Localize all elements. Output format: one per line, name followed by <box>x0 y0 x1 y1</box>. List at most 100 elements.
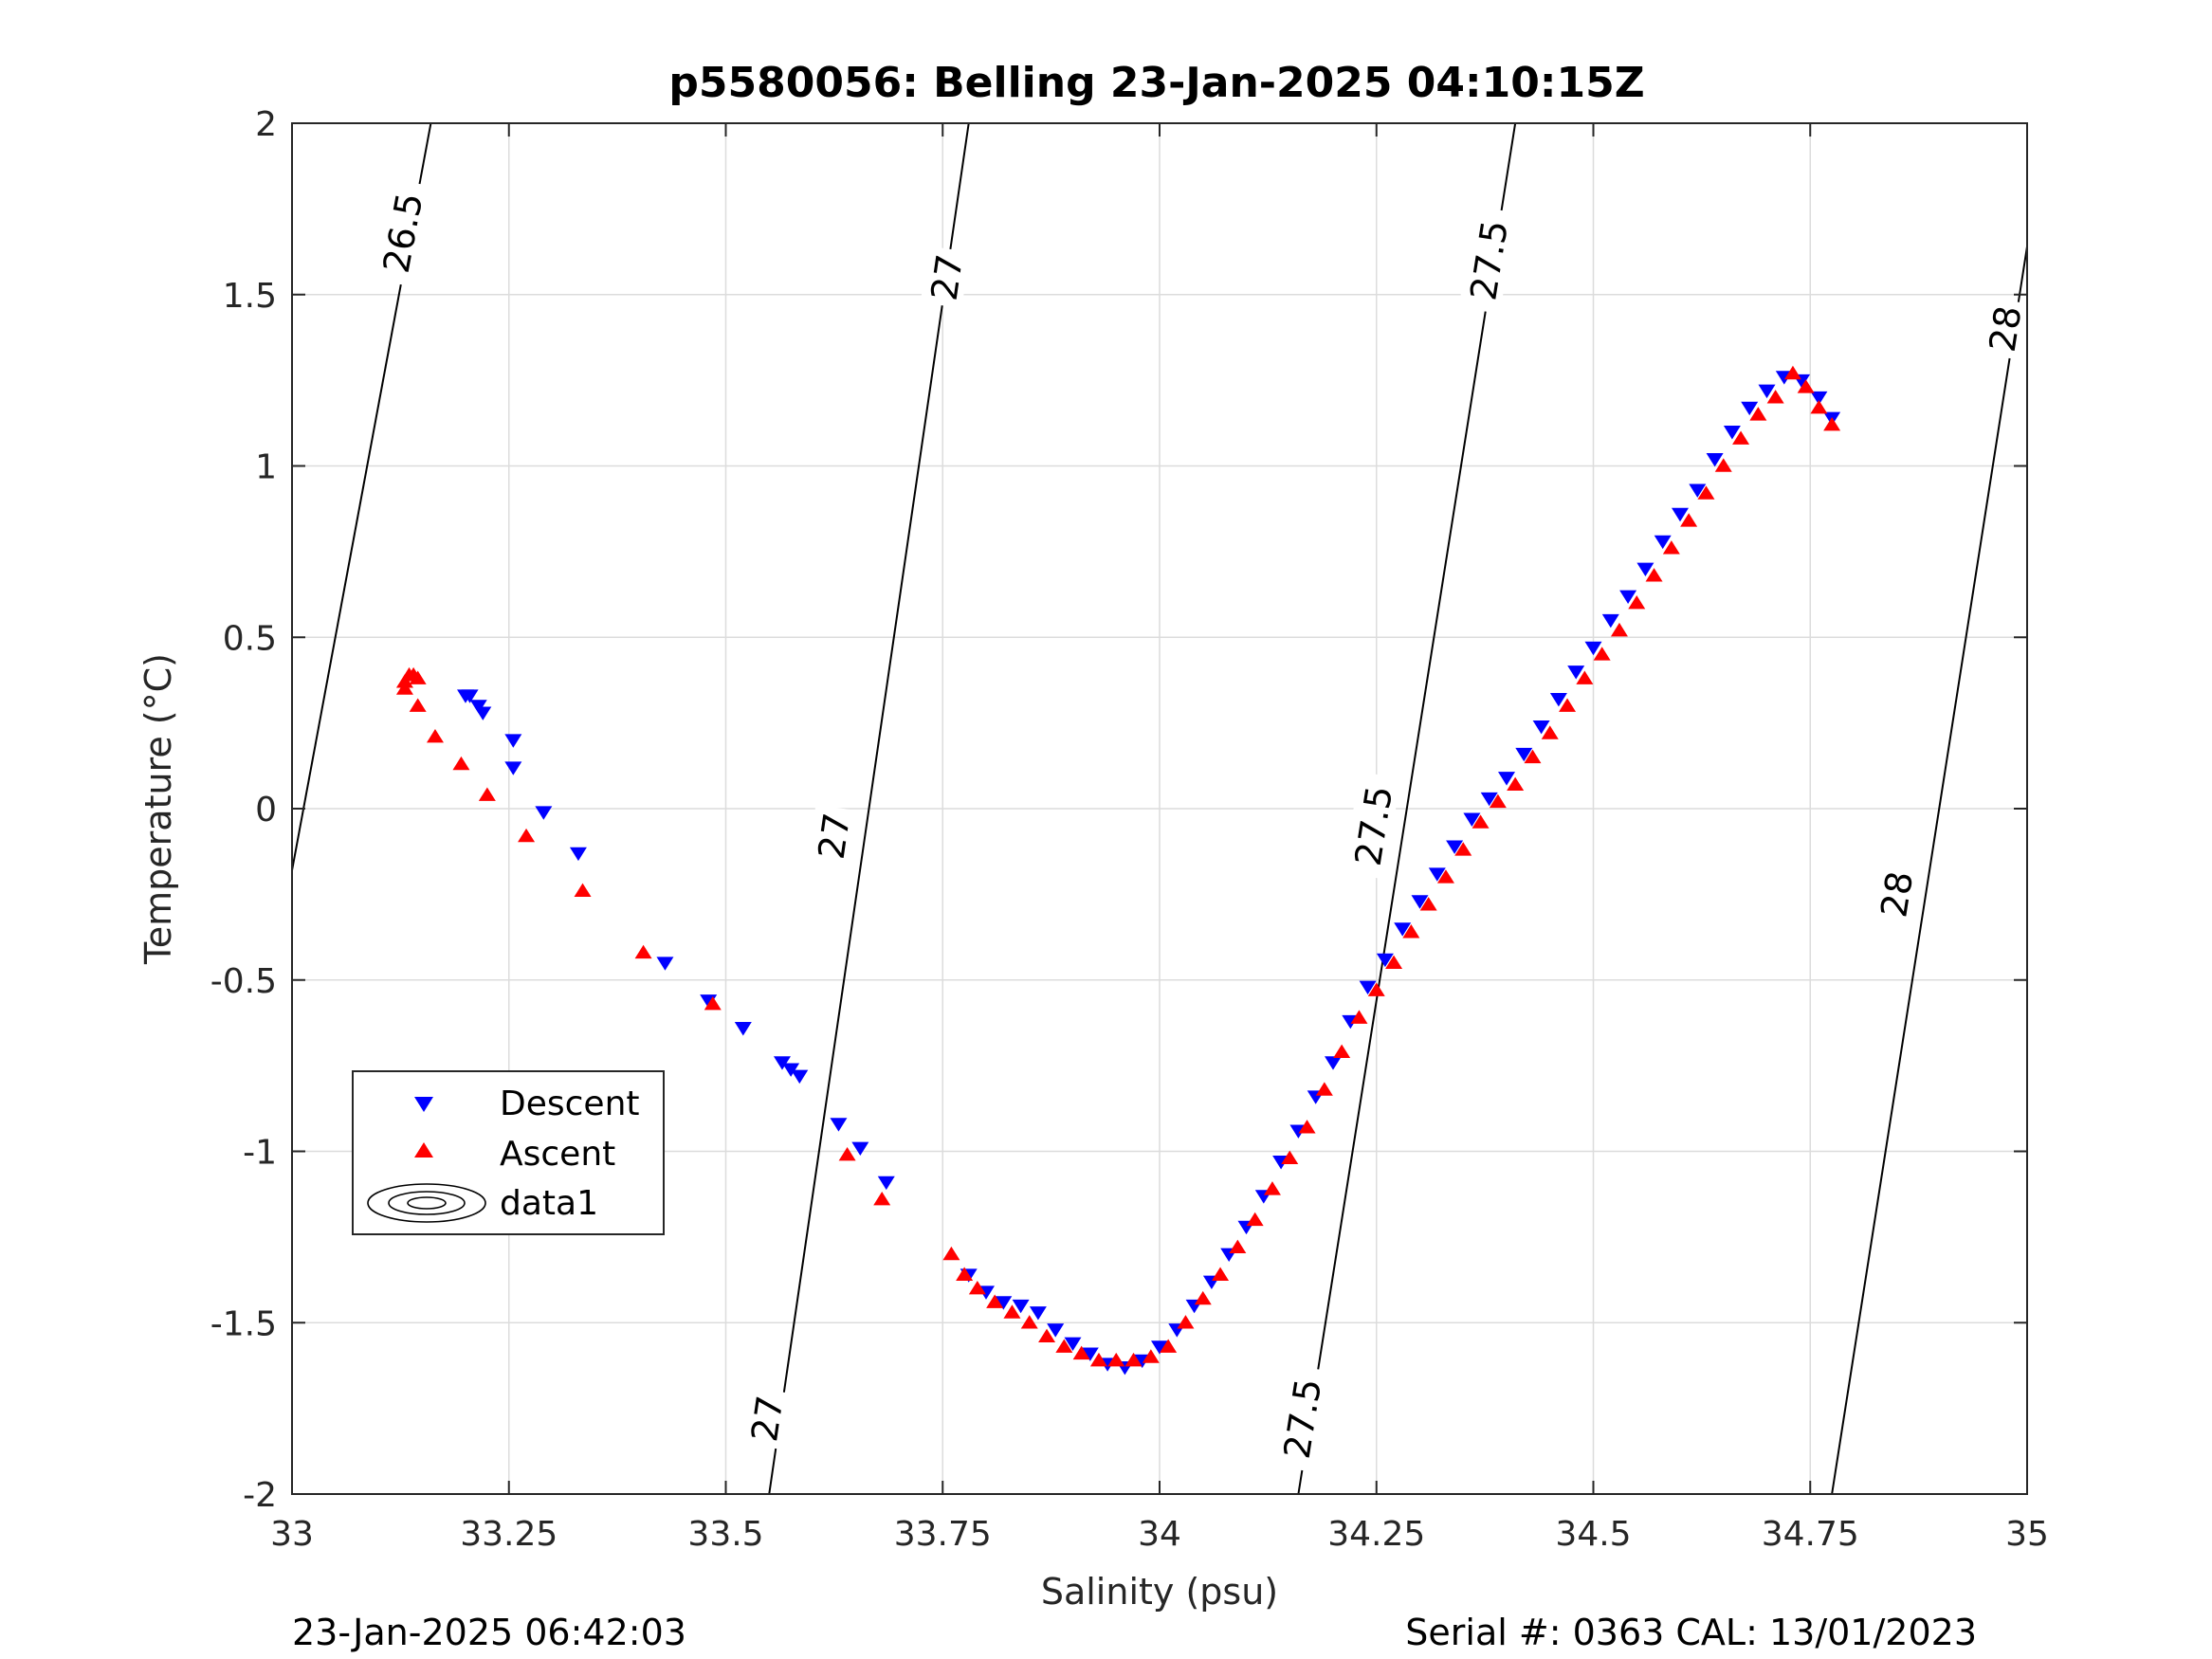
x-tick-label: 34.5 <box>1555 1515 1631 1554</box>
ascent-point <box>1541 725 1559 739</box>
descent-point <box>734 1022 752 1036</box>
ascent-point <box>1628 595 1646 610</box>
ascent-point <box>395 681 413 695</box>
ascent-point <box>1507 776 1525 791</box>
descent-point <box>504 761 522 775</box>
isopycnal-label: 28 <box>1873 868 1921 921</box>
descent-point <box>773 1056 791 1070</box>
ascent-point <box>409 698 427 712</box>
ascent-point <box>1142 1349 1160 1363</box>
x-tick-label: 34.75 <box>1762 1515 1859 1554</box>
y-tick-label: 0 <box>255 791 277 830</box>
chart-title: p5580056: Belling 23-Jan-2025 04:10:15Z <box>668 59 1644 107</box>
descent-point <box>1549 693 1567 707</box>
legend-descent-marker <box>414 1097 433 1112</box>
isopycnal-label-pad <box>807 804 857 867</box>
ascent-point <box>1436 869 1454 884</box>
isopycnal-line <box>1297 122 1517 1495</box>
descent-point <box>1498 772 1515 786</box>
descent-point <box>1741 401 1759 416</box>
isopycnal-label: 27 <box>811 811 859 862</box>
ascent-point <box>518 828 536 843</box>
ascent-point <box>1194 1290 1212 1305</box>
ascent-point <box>1454 842 1472 856</box>
ascent-point <box>704 995 722 1011</box>
ascent-point <box>409 670 427 684</box>
ascent-point <box>1714 458 1732 472</box>
ascent-point <box>574 883 592 898</box>
ascent-point <box>1038 1328 1056 1343</box>
descent-point <box>1428 867 1446 882</box>
descent-point <box>782 1063 800 1077</box>
ascent-point <box>1576 670 1594 684</box>
ascent-point <box>1593 647 1611 661</box>
descent-point <box>1151 1340 1168 1355</box>
legend-ascent-label: Ascent <box>500 1135 615 1174</box>
descent-point <box>1672 507 1689 522</box>
ascent-point <box>452 756 470 771</box>
footer-serial-cal: Serial #: 0363 CAL: 13/01/2023 <box>1405 1612 1977 1653</box>
ascent-point <box>426 728 444 743</box>
y-tick-label: 1.5 <box>223 277 277 316</box>
isopycnal-label: 28 <box>1982 303 2030 356</box>
ascent-point <box>1797 379 1815 393</box>
ascent-point <box>1107 1352 1125 1367</box>
ascent-point <box>1823 417 1841 431</box>
descent-point <box>1029 1306 1047 1321</box>
ascent-series <box>395 365 1841 1367</box>
x-tick-label: 34.25 <box>1327 1515 1425 1554</box>
x-tick-label: 33.5 <box>687 1515 763 1554</box>
y-tick-label: -2 <box>243 1476 277 1515</box>
x-tick-label: 35 <box>2005 1515 2049 1554</box>
ascent-point <box>1524 749 1542 764</box>
ascent-point <box>1732 430 1750 445</box>
ascent-point <box>1749 407 1767 421</box>
descent-point <box>995 1296 1013 1310</box>
ascent-point <box>956 1267 974 1281</box>
descent-point <box>1532 720 1550 735</box>
ascent-point <box>1246 1212 1264 1227</box>
ascent-point <box>1124 1352 1143 1367</box>
ascent-point <box>1610 622 1628 637</box>
descent-point <box>1376 953 1394 968</box>
descent-point <box>656 957 674 971</box>
descent-point <box>1758 384 1776 399</box>
ascent-point <box>395 674 413 688</box>
isopycnal-line <box>768 122 970 1495</box>
ascent-point <box>1419 897 1437 911</box>
ascent-point <box>986 1294 1004 1308</box>
descent-point <box>1325 1056 1342 1070</box>
x-tick-label: 34 <box>1138 1515 1181 1554</box>
grid-lines <box>291 122 2028 1495</box>
isopycnal-label: 27 <box>923 252 972 303</box>
descent-point <box>1064 1337 1082 1352</box>
ascent-point <box>1229 1239 1247 1254</box>
descent-point <box>877 1176 895 1191</box>
ascent-point <box>1212 1267 1230 1281</box>
ascent-point <box>1385 955 1403 969</box>
descent-point <box>1047 1323 1065 1338</box>
isopycnal-label-pad <box>1458 206 1516 315</box>
ascent-point <box>1281 1150 1299 1165</box>
descent-point <box>1689 483 1707 498</box>
descent-point <box>1480 792 1498 807</box>
legend-box <box>352 1070 665 1235</box>
ascent-point <box>1472 814 1490 829</box>
descent-point <box>1567 665 1585 680</box>
x-tick-label: 33.25 <box>460 1515 558 1554</box>
descent-point <box>791 1069 809 1085</box>
descent-point <box>851 1141 869 1156</box>
legend: Descent Ascent data1 <box>352 1070 665 1235</box>
isopycnal-line <box>1831 246 2028 1495</box>
isopycnal-label-pad <box>1870 863 1921 926</box>
y-tick-label: -1 <box>243 1134 277 1173</box>
isopycnal-label: 26.5 <box>375 190 431 276</box>
ascent-point <box>1263 1181 1281 1195</box>
isopycnal-label: 27.5 <box>1276 1376 1330 1461</box>
descent-point <box>569 847 587 862</box>
isopycnal-label-pad <box>1271 1364 1330 1472</box>
ascent-point <box>1160 1339 1178 1353</box>
descent-point <box>469 700 487 714</box>
x-axis-ticks: 33 33.25 33.5 33.75 34 34.25 34.5 34.75 35 <box>270 123 2049 1554</box>
